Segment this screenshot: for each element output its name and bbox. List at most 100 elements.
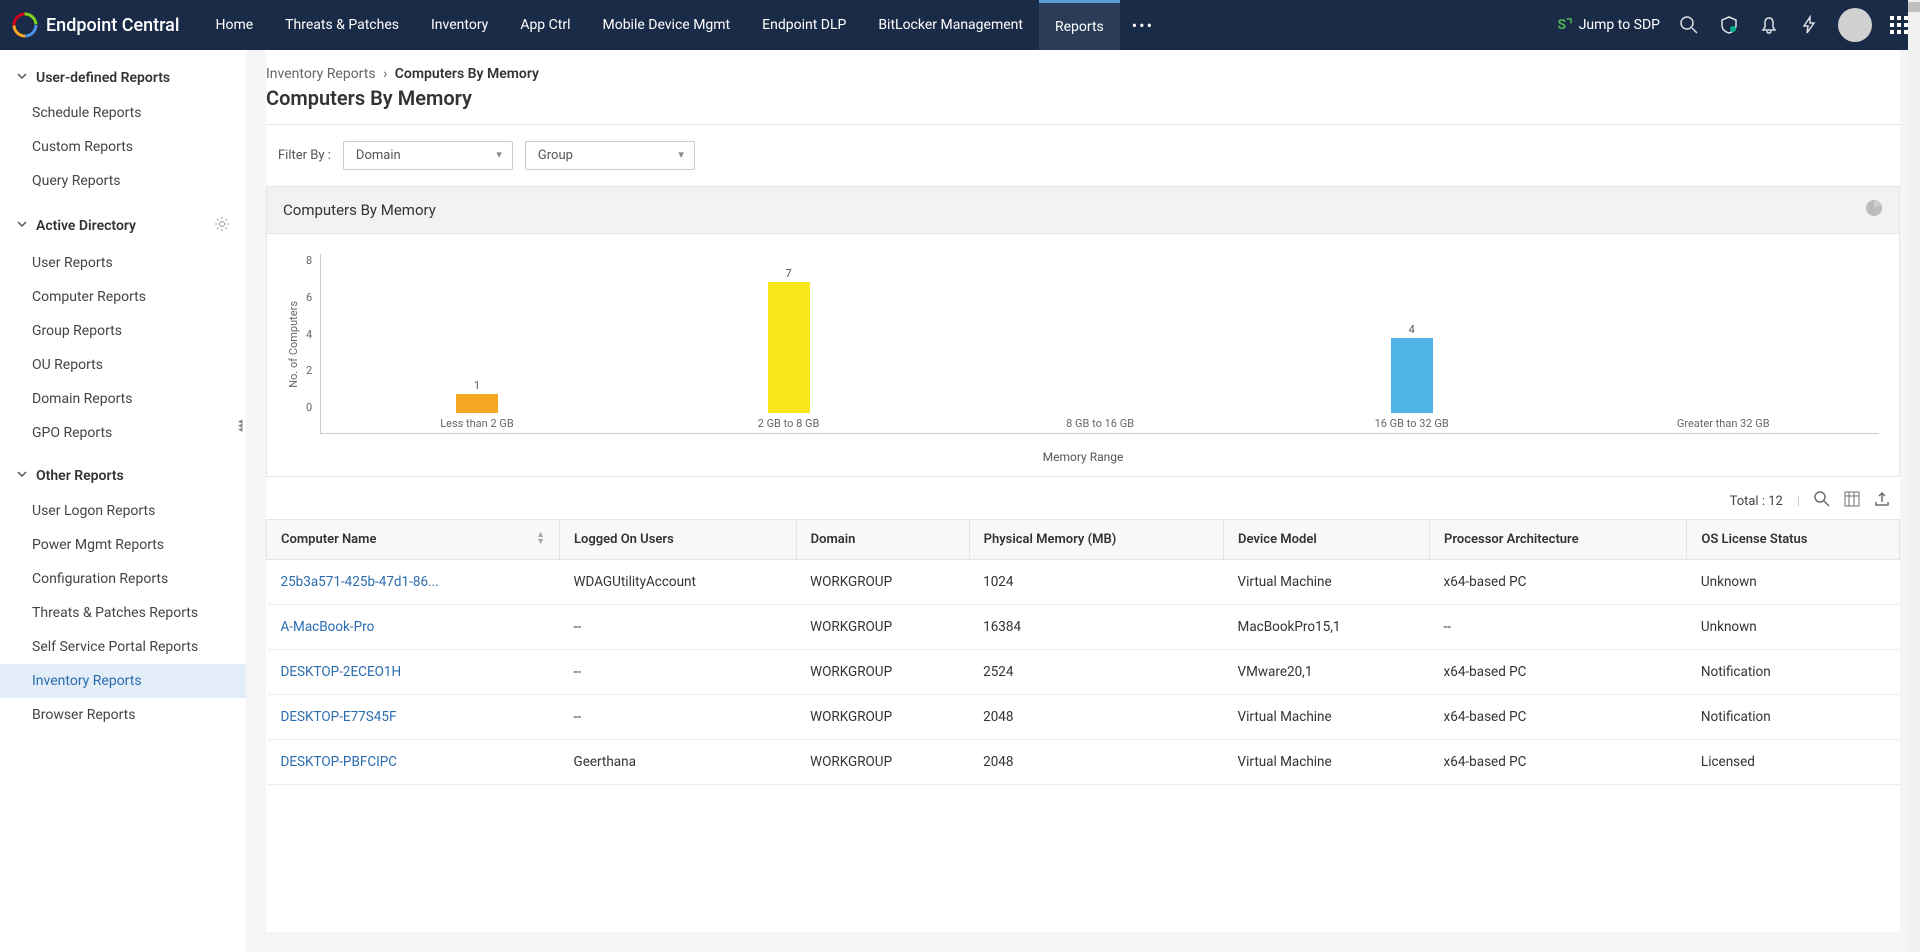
sidebar-item-query-reports[interactable]: Query Reports (0, 164, 246, 198)
filter-domain-dropdown[interactable]: Domain (343, 141, 513, 170)
col-domain[interactable]: Domain (796, 520, 969, 560)
table-row: DESKTOP-E77S45F--WORKGROUP2048Virtual Ma… (267, 695, 1900, 740)
chevron-down-icon (16, 70, 28, 86)
y-axis: 86420 (306, 254, 320, 414)
topbar: Endpoint Central HomeThreats & PatchesIn… (0, 0, 1920, 50)
computer-link[interactable]: 25b3a571-425b-47d1-86... (267, 560, 560, 605)
sidebar-item-gpo-reports[interactable]: GPO Reports (0, 416, 246, 450)
table-columns-icon[interactable] (1844, 491, 1860, 511)
sidebar-section-user-defined-reports[interactable]: User-defined Reports (0, 60, 246, 96)
table-total: Total : 12 (1730, 494, 1783, 509)
chevron-down-icon (16, 218, 28, 234)
x-label: 16 GB to 32 GB (1256, 417, 1568, 433)
logo-icon (12, 12, 38, 38)
main-nav: HomeThreats & PatchesInventoryApp CtrlMo… (199, 0, 1119, 50)
bar-2-gb-to-8-gb[interactable]: 7 (633, 253, 945, 413)
user-avatar[interactable] (1838, 8, 1872, 42)
col-logged-on-users[interactable]: Logged On Users (560, 520, 797, 560)
shield-icon[interactable] (1718, 14, 1740, 36)
filter-label: Filter By : (278, 148, 331, 163)
bolt-icon[interactable] (1798, 14, 1820, 36)
sidebar-item-custom-reports[interactable]: Custom Reports (0, 130, 246, 164)
sidebar: User-defined ReportsSchedule ReportsCust… (0, 50, 246, 952)
sidebar-item-schedule-reports[interactable]: Schedule Reports (0, 96, 246, 130)
nav-item-reports[interactable]: Reports (1039, 0, 1120, 50)
sidebar-item-power-mgmt-reports[interactable]: Power Mgmt Reports (0, 528, 246, 562)
x-label: Less than 2 GB (321, 417, 633, 433)
chart-body: No. of Computers 86420 17 4 Less than 2 G… (267, 234, 1899, 444)
gear-icon[interactable] (214, 216, 230, 236)
col-processor-architecture[interactable]: Processor Architecture (1430, 520, 1687, 560)
computer-link[interactable]: A-MacBook-Pro (267, 605, 560, 650)
bar-8-gb-to-16-gb[interactable] (944, 253, 1256, 413)
col-os-license-status[interactable]: OS License Status (1687, 520, 1900, 560)
sidebar-item-browser-reports[interactable]: Browser Reports (0, 698, 246, 732)
sidebar-item-threats-patches-reports[interactable]: Threats & Patches Reports (0, 596, 246, 630)
filter-group-dropdown[interactable]: Group (525, 141, 695, 170)
bell-icon[interactable] (1758, 14, 1780, 36)
col-physical-memory-mb-[interactable]: Physical Memory (MB) (969, 520, 1223, 560)
nav-item-home[interactable]: Home (199, 0, 269, 50)
search-icon[interactable] (1678, 14, 1700, 36)
computer-link[interactable]: DESKTOP-PBFCIPC (267, 740, 560, 785)
sidebar-item-self-service-portal-reports[interactable]: Self Service Portal Reports (0, 630, 246, 664)
chart-type-toggle-icon[interactable] (1865, 199, 1883, 221)
jump-to-sdp[interactable]: S⌝ Jump to SDP (1558, 17, 1660, 33)
table-row: DESKTOP-2ECEO1H--WORKGROUP2524VMware20,1… (267, 650, 1900, 695)
sidebar-item-domain-reports[interactable]: Domain Reports (0, 382, 246, 416)
bar-greater-than-32-gb[interactable] (1567, 253, 1879, 413)
nav-item-app-ctrl[interactable]: App Ctrl (504, 0, 586, 50)
chart-title: Computers By Memory (283, 201, 436, 219)
bar-less-than-2-gb[interactable]: 1 (321, 253, 633, 413)
filter-row: Filter By : Domain Group (266, 125, 1900, 186)
sidebar-section-active-directory[interactable]: Active Directory (0, 206, 246, 246)
sidebar-item-ou-reports[interactable]: OU Reports (0, 348, 246, 382)
topbar-right: S⌝ Jump to SDP (1558, 8, 1908, 42)
chart-panel: Computers By Memory No. of Computers 864… (266, 186, 1900, 477)
nav-item-threats-patches[interactable]: Threats & Patches (269, 0, 415, 50)
app-logo[interactable]: Endpoint Central (12, 12, 199, 38)
main-layout: User-defined ReportsSchedule ReportsCust… (0, 50, 1920, 952)
table-export-icon[interactable] (1874, 491, 1890, 511)
computer-link[interactable]: DESKTOP-E77S45F (267, 695, 560, 740)
app-name: Endpoint Central (46, 15, 179, 36)
sidebar-item-inventory-reports[interactable]: Inventory Reports (0, 664, 246, 698)
x-axis-label: Memory Range (267, 444, 1899, 476)
computer-link[interactable]: DESKTOP-2ECEO1H (267, 650, 560, 695)
sidebar-item-user-reports[interactable]: User Reports (0, 246, 246, 280)
y-axis-label: No. of Computers (287, 301, 300, 388)
chart-plot: 17 4 Less than 2 GB2 GB to 8 GB8 GB to 16… (320, 254, 1879, 434)
sidebar-item-group-reports[interactable]: Group Reports (0, 314, 246, 348)
sidebar-item-user-logon-reports[interactable]: User Logon Reports (0, 494, 246, 528)
nav-item-mobile-device-mgmt[interactable]: Mobile Device Mgmt (586, 0, 746, 50)
breadcrumb-parent[interactable]: Inventory Reports (266, 66, 376, 82)
apps-grid-icon[interactable] (1890, 16, 1908, 34)
nav-item-inventory[interactable]: Inventory (415, 0, 504, 50)
x-label: 8 GB to 16 GB (944, 417, 1256, 433)
col-device-model[interactable]: Device Model (1224, 520, 1430, 560)
nav-item-bitlocker-management[interactable]: BitLocker Management (862, 0, 1039, 50)
col-computer-name[interactable]: Computer Name▲▼ (267, 520, 560, 560)
nav-more[interactable]: ••• (1120, 16, 1166, 35)
chart-header: Computers By Memory (267, 187, 1899, 234)
content-area: Inventory Reports › Computers By Memory … (246, 50, 1920, 952)
x-label: Greater than 32 GB (1567, 417, 1879, 433)
sdp-icon: S⌝ (1558, 17, 1573, 33)
table-row: 25b3a571-425b-47d1-86...WDAGUtilityAccou… (267, 560, 1900, 605)
page-scrollbar[interactable] (1908, 0, 1920, 952)
breadcrumb-current: Computers By Memory (395, 66, 539, 82)
table-row: A-MacBook-Pro--WORKGROUP16384MacBookPro1… (267, 605, 1900, 650)
page-title: Computers By Memory (266, 86, 1900, 125)
sidebar-collapse-handle[interactable]: ◂◂◂ (238, 420, 246, 450)
nav-item-endpoint-dlp[interactable]: Endpoint DLP (746, 0, 862, 50)
bar-16-gb-to-32-gb[interactable]: 4 (1256, 253, 1568, 413)
table-meta: Total : 12 | (266, 477, 1900, 519)
sidebar-section-other-reports[interactable]: Other Reports (0, 458, 246, 494)
sidebar-item-configuration-reports[interactable]: Configuration Reports (0, 562, 246, 596)
x-label: 2 GB to 8 GB (633, 417, 945, 433)
sidebar-item-computer-reports[interactable]: Computer Reports (0, 280, 246, 314)
results-table: Computer Name▲▼Logged On UsersDomainPhys… (266, 519, 1900, 785)
breadcrumb: Inventory Reports › Computers By Memory (266, 50, 1900, 86)
chevron-down-icon (16, 468, 28, 484)
table-search-icon[interactable] (1814, 491, 1830, 511)
